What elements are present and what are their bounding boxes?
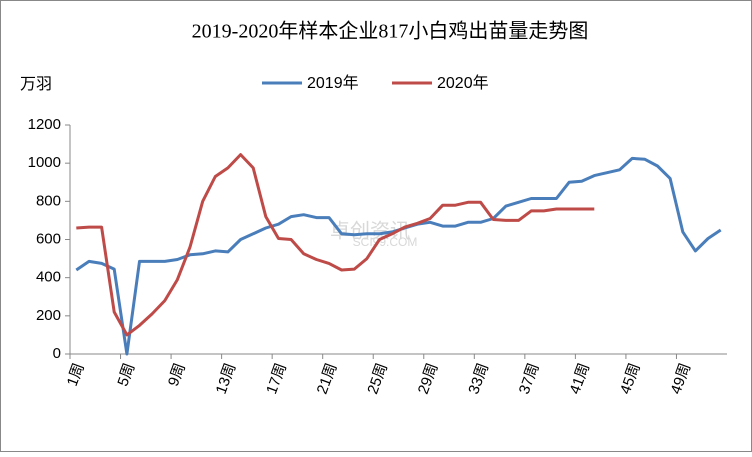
chart-title: 2019-2020年样本企业817小白鸡出苗量走势图 xyxy=(192,20,589,43)
y-tick-label: 1000 xyxy=(28,154,61,171)
x-tick-label: 1周 xyxy=(64,361,88,389)
y-tick-label: 800 xyxy=(36,192,61,209)
y-tick-label: 200 xyxy=(36,307,61,324)
watermark: 卓创资讯 xyxy=(330,219,410,242)
x-tick-label: 5周 xyxy=(114,361,138,389)
x-tick-label: 9周 xyxy=(165,361,189,389)
watermark: SCI99.COM xyxy=(353,235,418,249)
line xyxy=(76,153,595,337)
y-tick-label: 600 xyxy=(36,230,61,247)
y-tick-label: 400 xyxy=(36,269,61,286)
y-axis-label: 万羽 xyxy=(20,76,52,93)
y-tick-label: 0 xyxy=(53,345,61,362)
legend-label: 2020年 xyxy=(437,74,489,92)
legend-label: 2019年 xyxy=(307,74,359,92)
y-tick-label: 1200 xyxy=(28,116,61,133)
